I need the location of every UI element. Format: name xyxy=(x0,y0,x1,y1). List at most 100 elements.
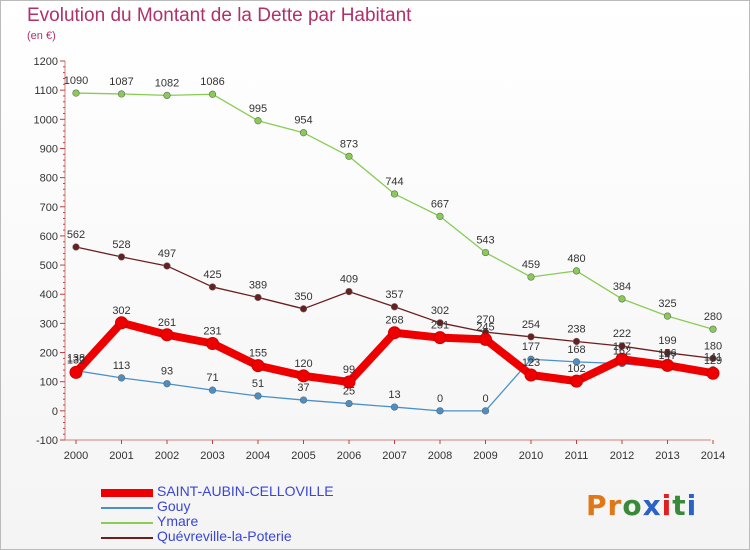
data-label: 13 xyxy=(388,389,400,401)
y-tick-label: 0 xyxy=(52,406,58,418)
data-point xyxy=(297,369,310,383)
data-label: 480 xyxy=(567,253,585,265)
data-point xyxy=(163,262,171,270)
data-point xyxy=(572,337,581,346)
data-point xyxy=(390,190,399,198)
data-point xyxy=(345,399,353,408)
x-tick-label: 2014 xyxy=(701,450,725,462)
x-tick-label: 2001 xyxy=(109,450,133,462)
data-point xyxy=(572,267,581,275)
data-label: 270 xyxy=(476,314,494,326)
data-point xyxy=(570,374,583,388)
data-label: 25 xyxy=(343,386,355,398)
data-point xyxy=(618,342,626,350)
x-tick-label: 2003 xyxy=(200,450,224,462)
x-tick-label: 2002 xyxy=(155,450,179,462)
data-point xyxy=(117,90,126,98)
x-tick-label: 2008 xyxy=(428,450,452,462)
data-label: 562 xyxy=(67,229,85,241)
data-point xyxy=(524,368,538,382)
data-label: 1082 xyxy=(155,77,179,89)
logo-letter: P xyxy=(586,489,608,522)
data-point xyxy=(388,326,401,340)
legend-label: Gouy xyxy=(157,498,191,514)
data-label: 180 xyxy=(704,340,722,352)
data-point xyxy=(527,273,535,281)
data-point xyxy=(706,366,720,380)
y-tick-label: 900 xyxy=(40,143,58,155)
y-tick-label: 400 xyxy=(40,289,58,301)
x-tick-label: 2007 xyxy=(382,450,406,462)
legend-swatch xyxy=(101,522,153,524)
data-label: 177 xyxy=(613,341,631,353)
data-point xyxy=(208,283,217,291)
data-label: 155 xyxy=(249,348,267,360)
y-tick-label: 800 xyxy=(40,173,58,185)
data-label: 302 xyxy=(431,305,449,317)
y-tick-label: 500 xyxy=(40,260,58,272)
y-tick-label: 1000 xyxy=(34,114,58,126)
data-point xyxy=(206,337,219,351)
data-label: 138 xyxy=(67,353,85,365)
data-label: 667 xyxy=(431,198,449,210)
y-tick-label: 700 xyxy=(40,202,58,214)
data-label: 156 xyxy=(658,347,676,359)
y-tick-label: 1100 xyxy=(34,85,58,97)
data-label: 162 xyxy=(613,346,631,358)
data-point xyxy=(160,328,174,342)
logo-letter: r xyxy=(607,489,623,522)
data-point xyxy=(709,325,717,333)
x-tick-label: 2005 xyxy=(291,450,315,462)
logo-letter: i xyxy=(661,489,673,522)
data-label: 129 xyxy=(704,355,722,367)
data-label: 231 xyxy=(203,326,221,338)
x-tick-label: 2004 xyxy=(246,450,270,462)
data-label: 93 xyxy=(161,366,173,378)
data-label: 459 xyxy=(522,259,540,271)
data-label: 102 xyxy=(567,363,585,375)
y-tick-label: -100 xyxy=(36,435,58,447)
data-label: 113 xyxy=(113,360,131,372)
data-label: 995 xyxy=(249,103,267,115)
data-point xyxy=(527,355,535,363)
data-point xyxy=(709,354,717,362)
data-label: 168 xyxy=(567,344,585,356)
data-point xyxy=(299,129,308,137)
x-tick-label: 2000 xyxy=(64,450,88,462)
data-label: 71 xyxy=(206,372,218,384)
data-label: 528 xyxy=(112,239,130,251)
data-point xyxy=(436,407,444,415)
data-label: 350 xyxy=(294,291,312,303)
proxiti-logo: Proxiti xyxy=(586,489,697,522)
x-tick-label: 2006 xyxy=(337,450,361,462)
data-label: 37 xyxy=(297,382,309,394)
logo-letter: t xyxy=(672,489,687,522)
data-point xyxy=(208,386,217,394)
data-point xyxy=(663,349,672,357)
data-point xyxy=(481,248,490,257)
data-point xyxy=(72,243,80,251)
data-label: 389 xyxy=(249,279,267,291)
data-label: 425 xyxy=(203,269,221,281)
data-point xyxy=(299,396,308,404)
data-label: 357 xyxy=(385,289,403,301)
logo-letter: x xyxy=(642,489,662,522)
data-label: 0 xyxy=(482,393,488,405)
data-point xyxy=(254,117,262,125)
logo-letter: o xyxy=(622,489,643,522)
legend-label: Quévreville-la-Poterie xyxy=(157,528,292,544)
data-label: 409 xyxy=(340,274,358,286)
data-label: 199 xyxy=(658,335,676,347)
legend-swatch xyxy=(101,489,153,497)
y-tick-label: 100 xyxy=(40,377,58,389)
data-label: 543 xyxy=(476,235,494,247)
x-tick-label: 2011 xyxy=(565,450,589,462)
data-point xyxy=(479,332,492,346)
data-label: 177 xyxy=(522,341,540,353)
data-point xyxy=(436,212,444,220)
data-label: 222 xyxy=(613,328,631,340)
data-point xyxy=(390,303,399,311)
data-label: 954 xyxy=(294,115,312,127)
y-tick-label: 300 xyxy=(40,318,58,330)
